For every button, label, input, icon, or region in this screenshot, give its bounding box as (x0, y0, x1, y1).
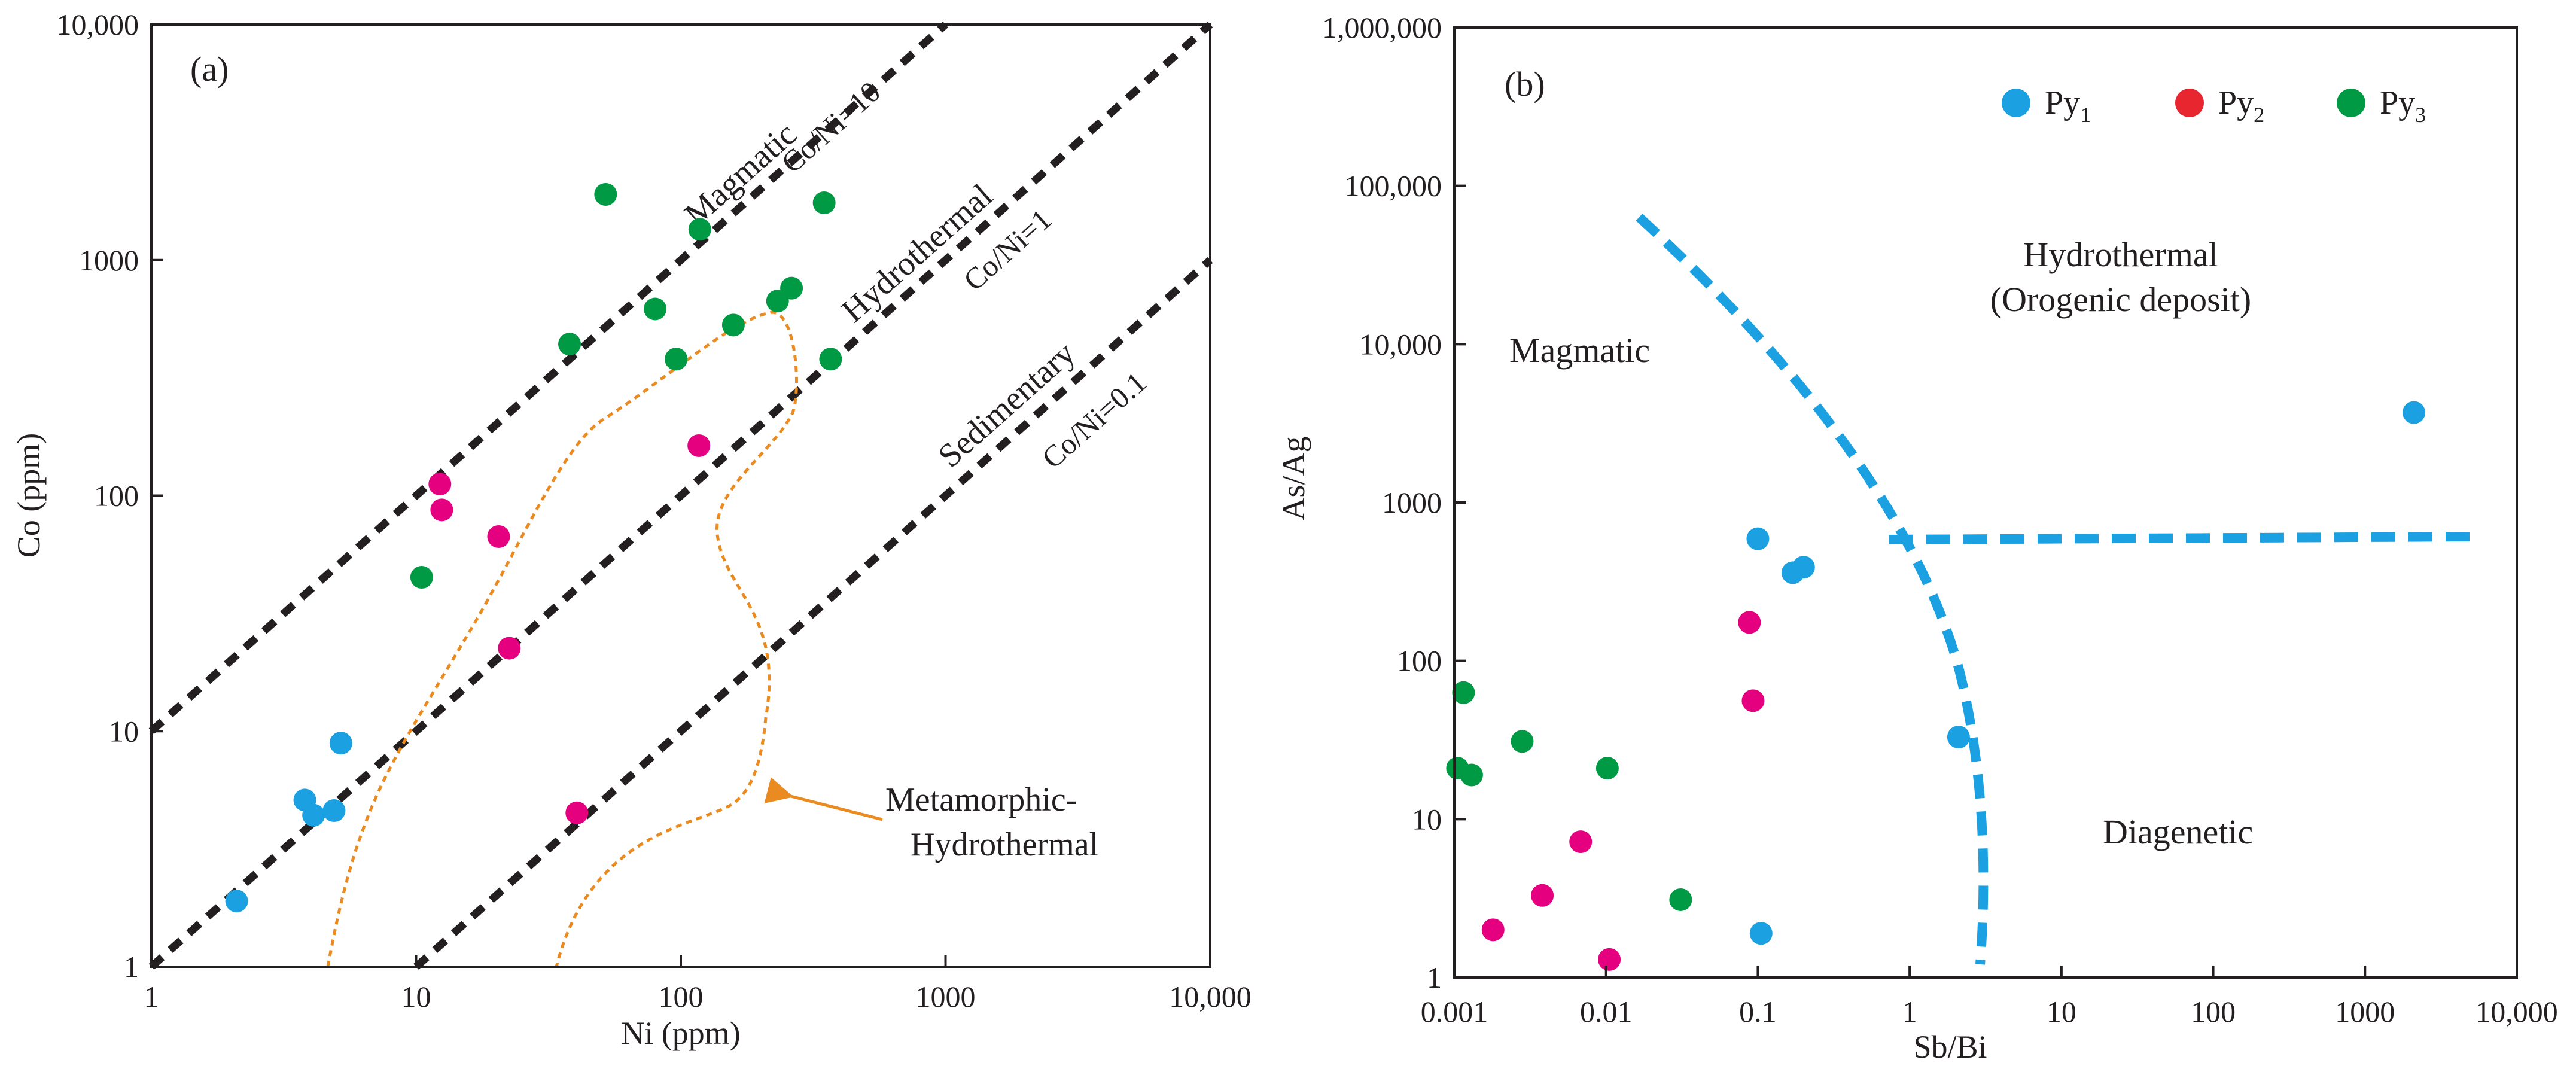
y-tick-label-a: 100 (94, 479, 139, 513)
point-b-py2 (1598, 948, 1621, 971)
point-a-py2 (430, 498, 453, 522)
field-label-hydrothermal: Hydrothermal (835, 177, 1000, 330)
point-b-py1 (1792, 556, 1815, 579)
point-b-py2 (1741, 689, 1765, 712)
panel-a-label: (a) (190, 50, 229, 89)
field-label-magmatic: Magmatic (678, 115, 804, 233)
x-tick-label-a: 10 (401, 980, 431, 1013)
point-a-py2 (498, 636, 521, 660)
point-a-py2 (565, 801, 589, 824)
field-label-diagenetic: Diagenetic (2103, 812, 2253, 851)
x-tick-label-b: 0.1 (1739, 995, 1777, 1028)
legend-label-py2: Py2 (2218, 84, 2264, 127)
x-tick-label-a: 1 (144, 980, 159, 1013)
legend-label-py1: Py1 (2045, 84, 2091, 127)
point-a-py1 (302, 803, 325, 827)
panel-a-y-axis-label: Co (ppm) (11, 433, 47, 558)
field-label-metamorphic: Metamorphic- (885, 781, 1077, 818)
legend-marker-py2 (2175, 89, 2204, 117)
point-b-py1 (1749, 922, 1773, 945)
y-tick-label-b: 1 (1427, 961, 1442, 994)
point-a-py3 (819, 348, 842, 371)
point-a-py3 (780, 276, 803, 300)
field-label-hydrothermal: Hydrothermal (2023, 235, 2218, 274)
panel-a-x-axis-label: Ni (ppm) (621, 1015, 740, 1051)
panel-b-chart: Magmatic Hydrothermal (Orogenic deposit)… (1275, 11, 2558, 1065)
metamorphic-hydrothermal-arrow (764, 777, 883, 821)
y-tick-label-b: 10,000 (1360, 327, 1442, 361)
legend-marker-py3 (2337, 89, 2365, 117)
x-tick-label-b: 10,000 (2475, 995, 2558, 1028)
y-tick-label-b: 10 (1412, 802, 1442, 836)
point-a-py3 (594, 182, 617, 206)
panel-b-x-axis-label: Sb/Bi (1913, 1029, 1987, 1065)
x-tick-label-b: 10 (2047, 995, 2076, 1028)
legend: Py1 Py2 Py3 (2002, 84, 2426, 127)
point-b-py3 (1460, 763, 1483, 787)
x-tick-label-b: 1 (1902, 995, 1917, 1028)
point-b-py2 (1569, 830, 1593, 854)
y-tick-label-b: 100,000 (1345, 169, 1442, 203)
y-tick-label-a: 1 (124, 950, 139, 983)
x-tick-label-a: 10,000 (1169, 980, 1252, 1013)
x-tick-label-a: 1000 (916, 980, 976, 1013)
x-tick-label-b: 100 (2191, 995, 2236, 1028)
point-a-py1 (225, 890, 248, 913)
point-a-py3 (558, 333, 581, 356)
point-a-py2 (428, 473, 452, 496)
field-label-orogenic-deposit: (Orogenic deposit) (1990, 280, 2251, 319)
point-a-py3 (721, 313, 745, 337)
point-a-py3 (812, 191, 836, 215)
point-a-py3 (688, 218, 711, 241)
point-b-py1 (1746, 527, 1770, 550)
x-tick-label-b: 0.001 (1421, 995, 1488, 1028)
field-label-hydrothermal-2: Hydrothermal (911, 826, 1098, 863)
reference-line-co-ni-2 (413, 257, 1213, 970)
point-a-py3 (665, 348, 688, 371)
legend-label-py3: Py3 (2380, 84, 2426, 127)
ratio-label-0: Co/Ni=10 (775, 75, 887, 179)
point-a-py1 (322, 799, 346, 823)
y-tick-label-b: 1,000,000 (1322, 11, 1442, 44)
point-a-py1 (329, 732, 352, 755)
y-tick-label-a: 10 (109, 714, 139, 748)
x-tick-label-a: 100 (659, 980, 704, 1013)
field-label-magmatic: Magmatic (1509, 331, 1650, 370)
point-a-py3 (644, 297, 667, 321)
y-tick-label-a: 10,000 (57, 8, 139, 41)
x-tick-label-b: 1000 (2335, 995, 2395, 1028)
point-b-py3 (1452, 681, 1475, 704)
metamorphic-hydrothermal-field-outline (326, 310, 798, 967)
x-tick-label-b: 0.01 (1580, 995, 1633, 1028)
point-b-py3 (1511, 730, 1534, 753)
point-b-py1 (2403, 401, 2426, 424)
legend-marker-py1 (2002, 89, 2030, 117)
point-b-py3 (1669, 888, 1692, 911)
magmatic-boundary-curve (1636, 214, 1989, 965)
point-b-py2 (1531, 884, 1554, 907)
y-tick-label-b: 100 (1397, 644, 1442, 678)
panel-b-label: (b) (1505, 65, 1545, 103)
hydrothermal-diagenetic-boundary (1889, 532, 2480, 544)
point-a-py3 (410, 566, 433, 589)
reference-line-co-ni-0 (148, 22, 948, 735)
point-a-py2 (687, 434, 711, 457)
point-b-py1 (1947, 726, 1970, 749)
point-b-py2 (1738, 611, 1761, 634)
y-tick-label-b: 1000 (1382, 486, 1442, 519)
point-b-py3 (1595, 757, 1619, 780)
y-tick-label-a: 1000 (79, 243, 139, 277)
panel-a-chart: Metamorphic- Hydrothermal MagmaticCo/Ni=… (11, 8, 1252, 1051)
point-a-py2 (487, 525, 510, 548)
panel-b-y-axis-label: As/Ag (1275, 436, 1311, 520)
point-b-py2 (1481, 918, 1505, 942)
